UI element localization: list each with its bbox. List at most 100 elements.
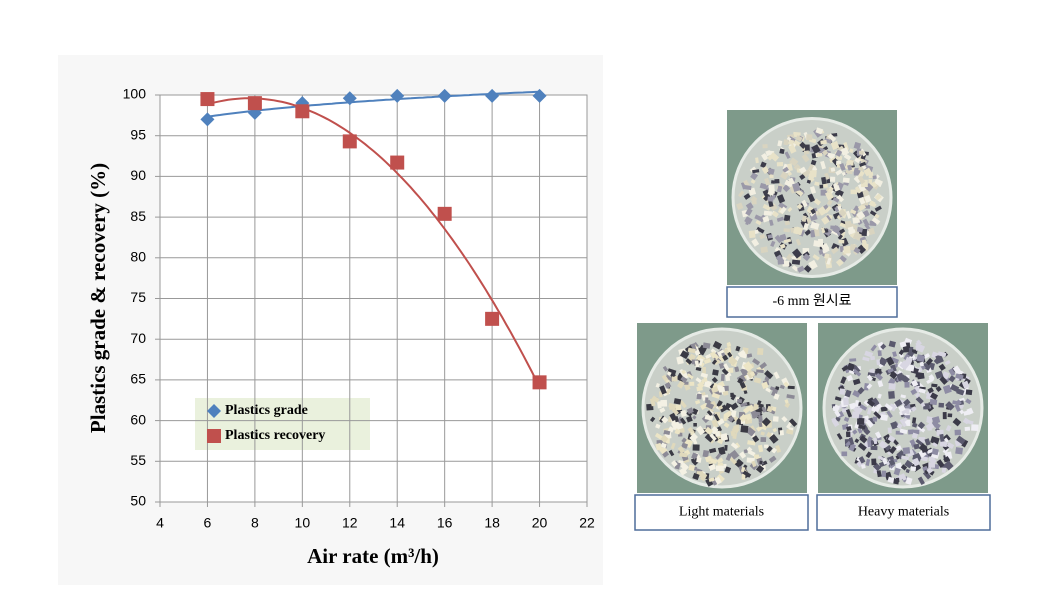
particle [880, 414, 889, 421]
particle [784, 151, 791, 159]
particle [866, 383, 873, 390]
particle [877, 350, 882, 357]
particle [734, 442, 741, 449]
particle [926, 416, 934, 422]
particle [708, 477, 715, 483]
particle [745, 207, 753, 216]
particle [730, 392, 734, 398]
particle [746, 353, 753, 358]
particle [812, 254, 820, 261]
particle [793, 139, 802, 147]
particle [651, 395, 660, 403]
particle [876, 359, 881, 366]
particle [901, 375, 910, 384]
particle [767, 168, 775, 175]
particle [910, 406, 917, 412]
particle [863, 167, 873, 177]
particle [769, 219, 774, 226]
particle [880, 406, 888, 412]
particle [772, 427, 778, 433]
particle [738, 190, 745, 198]
particle [875, 431, 882, 439]
legend-label: Plastics grade [225, 403, 308, 418]
particle [761, 406, 767, 413]
particle [739, 413, 748, 423]
particle [950, 384, 960, 393]
particle [829, 157, 837, 163]
particle [870, 344, 877, 352]
particle [888, 383, 896, 390]
particle [903, 417, 908, 422]
particle [746, 446, 753, 453]
particle [919, 361, 924, 367]
particle [935, 385, 942, 392]
particle [751, 238, 760, 247]
particle [791, 265, 799, 272]
particle [821, 251, 828, 258]
particle [818, 238, 824, 247]
particle [769, 174, 774, 179]
particle [815, 127, 824, 135]
particle [696, 393, 702, 400]
particle [802, 253, 811, 262]
particle [724, 444, 728, 451]
point [342, 91, 357, 106]
particle [716, 426, 723, 432]
y-tick-label: 55 [130, 452, 146, 468]
point [485, 311, 500, 326]
particle [942, 384, 952, 394]
particle [679, 452, 688, 458]
particle [662, 450, 670, 458]
particle [912, 457, 921, 467]
particle [715, 453, 722, 460]
particle [806, 179, 811, 184]
particle [877, 380, 884, 388]
particle [780, 171, 789, 180]
particle [831, 246, 839, 255]
particle [681, 442, 689, 449]
particle [724, 466, 732, 474]
particle [813, 198, 822, 206]
particle [766, 405, 773, 413]
particle [783, 238, 792, 244]
particle [820, 189, 827, 196]
particle [674, 428, 681, 435]
particle [713, 413, 720, 422]
particle [796, 203, 803, 210]
particle [681, 369, 687, 375]
particle [710, 386, 719, 394]
particle [856, 226, 864, 233]
particle [820, 160, 826, 170]
particle [692, 472, 700, 481]
particle [838, 228, 846, 235]
particle [900, 473, 907, 481]
particle [771, 388, 779, 397]
particle [915, 396, 924, 405]
particle [803, 150, 810, 155]
point [532, 88, 547, 103]
particle [820, 139, 827, 145]
point [390, 155, 405, 170]
particle [852, 216, 861, 224]
particle [750, 172, 759, 181]
particle [965, 398, 972, 405]
x-tick-label: 16 [437, 515, 453, 531]
particle [782, 260, 790, 267]
particle [838, 208, 847, 217]
particle [755, 219, 762, 226]
particle [771, 180, 775, 184]
particle [692, 415, 697, 420]
particle [769, 434, 779, 444]
particle [743, 184, 752, 191]
particle [959, 409, 965, 415]
particle [783, 228, 790, 233]
particle [822, 149, 829, 156]
particle [665, 374, 674, 383]
particle [926, 448, 934, 454]
particle [911, 432, 918, 439]
particle [955, 370, 963, 375]
particle [918, 388, 926, 394]
particle [710, 426, 719, 435]
particle [926, 467, 934, 474]
particle [839, 222, 848, 229]
